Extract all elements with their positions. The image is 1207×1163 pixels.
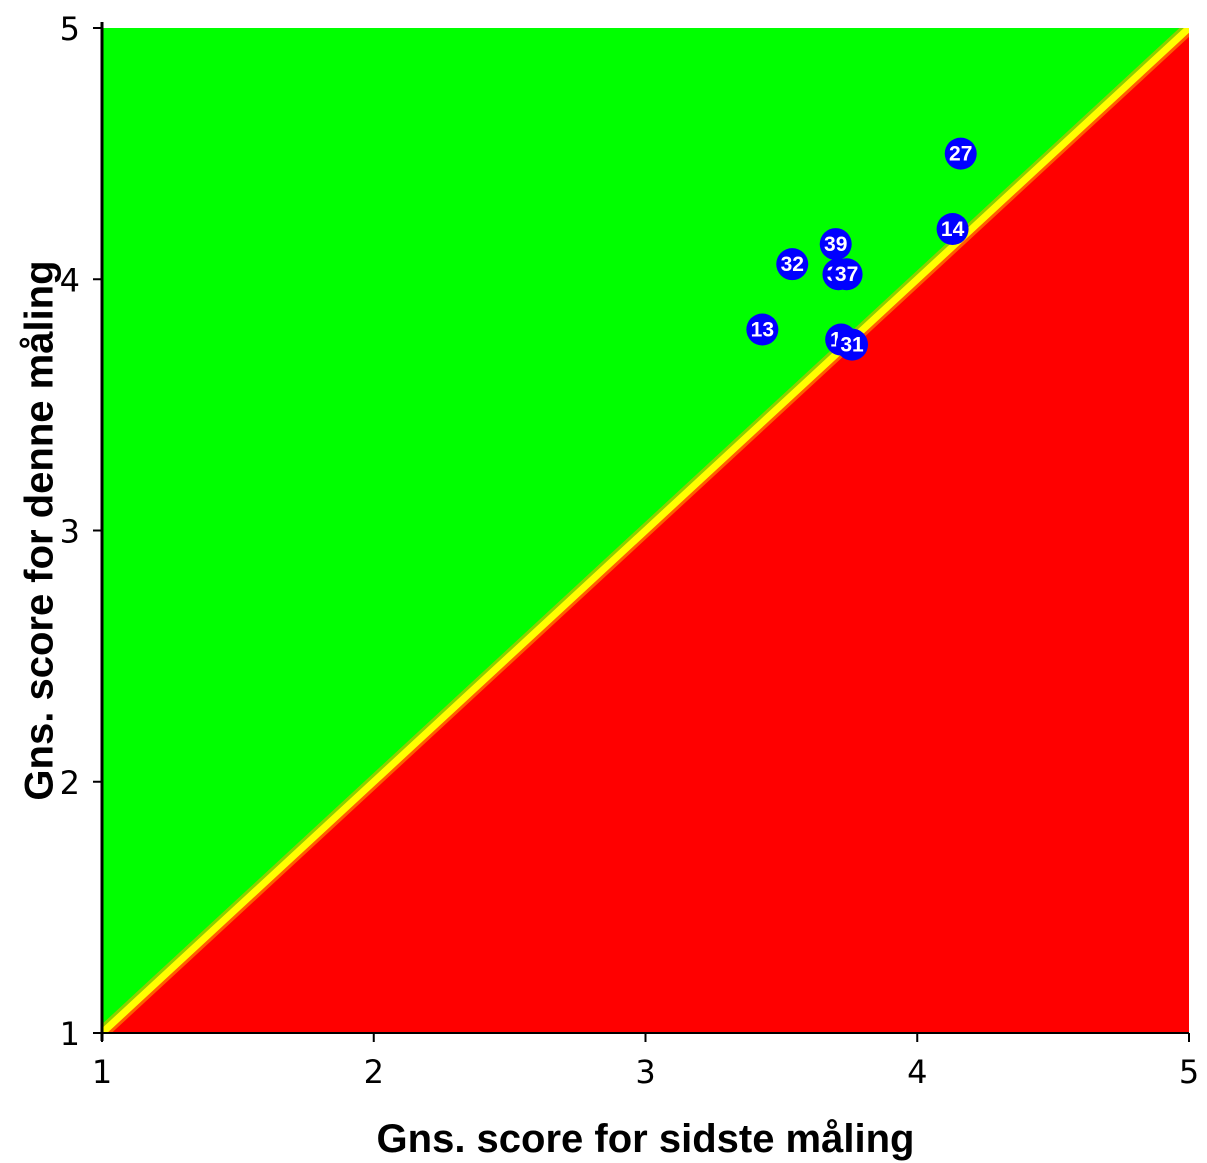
x-tick-label: 2 xyxy=(364,1053,384,1091)
data-point: 14 xyxy=(936,213,969,245)
point-marker xyxy=(819,228,852,261)
point-marker xyxy=(944,137,977,170)
data-point: 32 xyxy=(776,248,809,281)
point-marker xyxy=(776,248,809,281)
point-marker xyxy=(836,328,869,361)
diagonal-line xyxy=(102,28,1189,1033)
y-tick-label: 3 xyxy=(60,513,80,551)
point-label: 27 xyxy=(949,143,972,166)
point-marker xyxy=(936,213,969,245)
point-label: 32 xyxy=(781,253,804,276)
y-axis-title: Gns. score for denne måling xyxy=(18,260,62,800)
data-points: 271439323837131131 xyxy=(746,137,977,361)
point-label: 13 xyxy=(751,319,774,342)
data-point: 39 xyxy=(819,228,852,261)
x-tick-label: 4 xyxy=(907,1053,927,1091)
plot-background xyxy=(102,28,1189,1033)
y-tick-label: 2 xyxy=(60,764,80,802)
point-label: 39 xyxy=(824,233,847,256)
x-tick-label: 3 xyxy=(635,1053,655,1091)
data-point: 31 xyxy=(836,328,869,361)
point-label: 31 xyxy=(840,334,864,357)
x-axis-ticks: 1 2 3 4 5 xyxy=(92,1033,1199,1091)
y-tick-label: 1 xyxy=(60,1015,80,1053)
x-tick-label: 1 xyxy=(92,1053,112,1091)
point-label: 14 xyxy=(941,218,965,241)
x-axis-title: Gns. score for sidste måling xyxy=(377,1117,915,1161)
point-label: 37 xyxy=(835,263,858,286)
y-tick-label: 5 xyxy=(60,10,80,48)
y-axis-ticks: 1 2 3 4 5 xyxy=(60,10,102,1053)
data-point: 27 xyxy=(944,137,977,170)
data-point: 13 xyxy=(746,313,779,346)
point-marker xyxy=(746,313,779,346)
data-point: 37 xyxy=(830,258,863,291)
y-tick-label: 4 xyxy=(60,261,80,299)
x-tick-label: 5 xyxy=(1179,1053,1199,1091)
point-marker xyxy=(830,258,863,291)
